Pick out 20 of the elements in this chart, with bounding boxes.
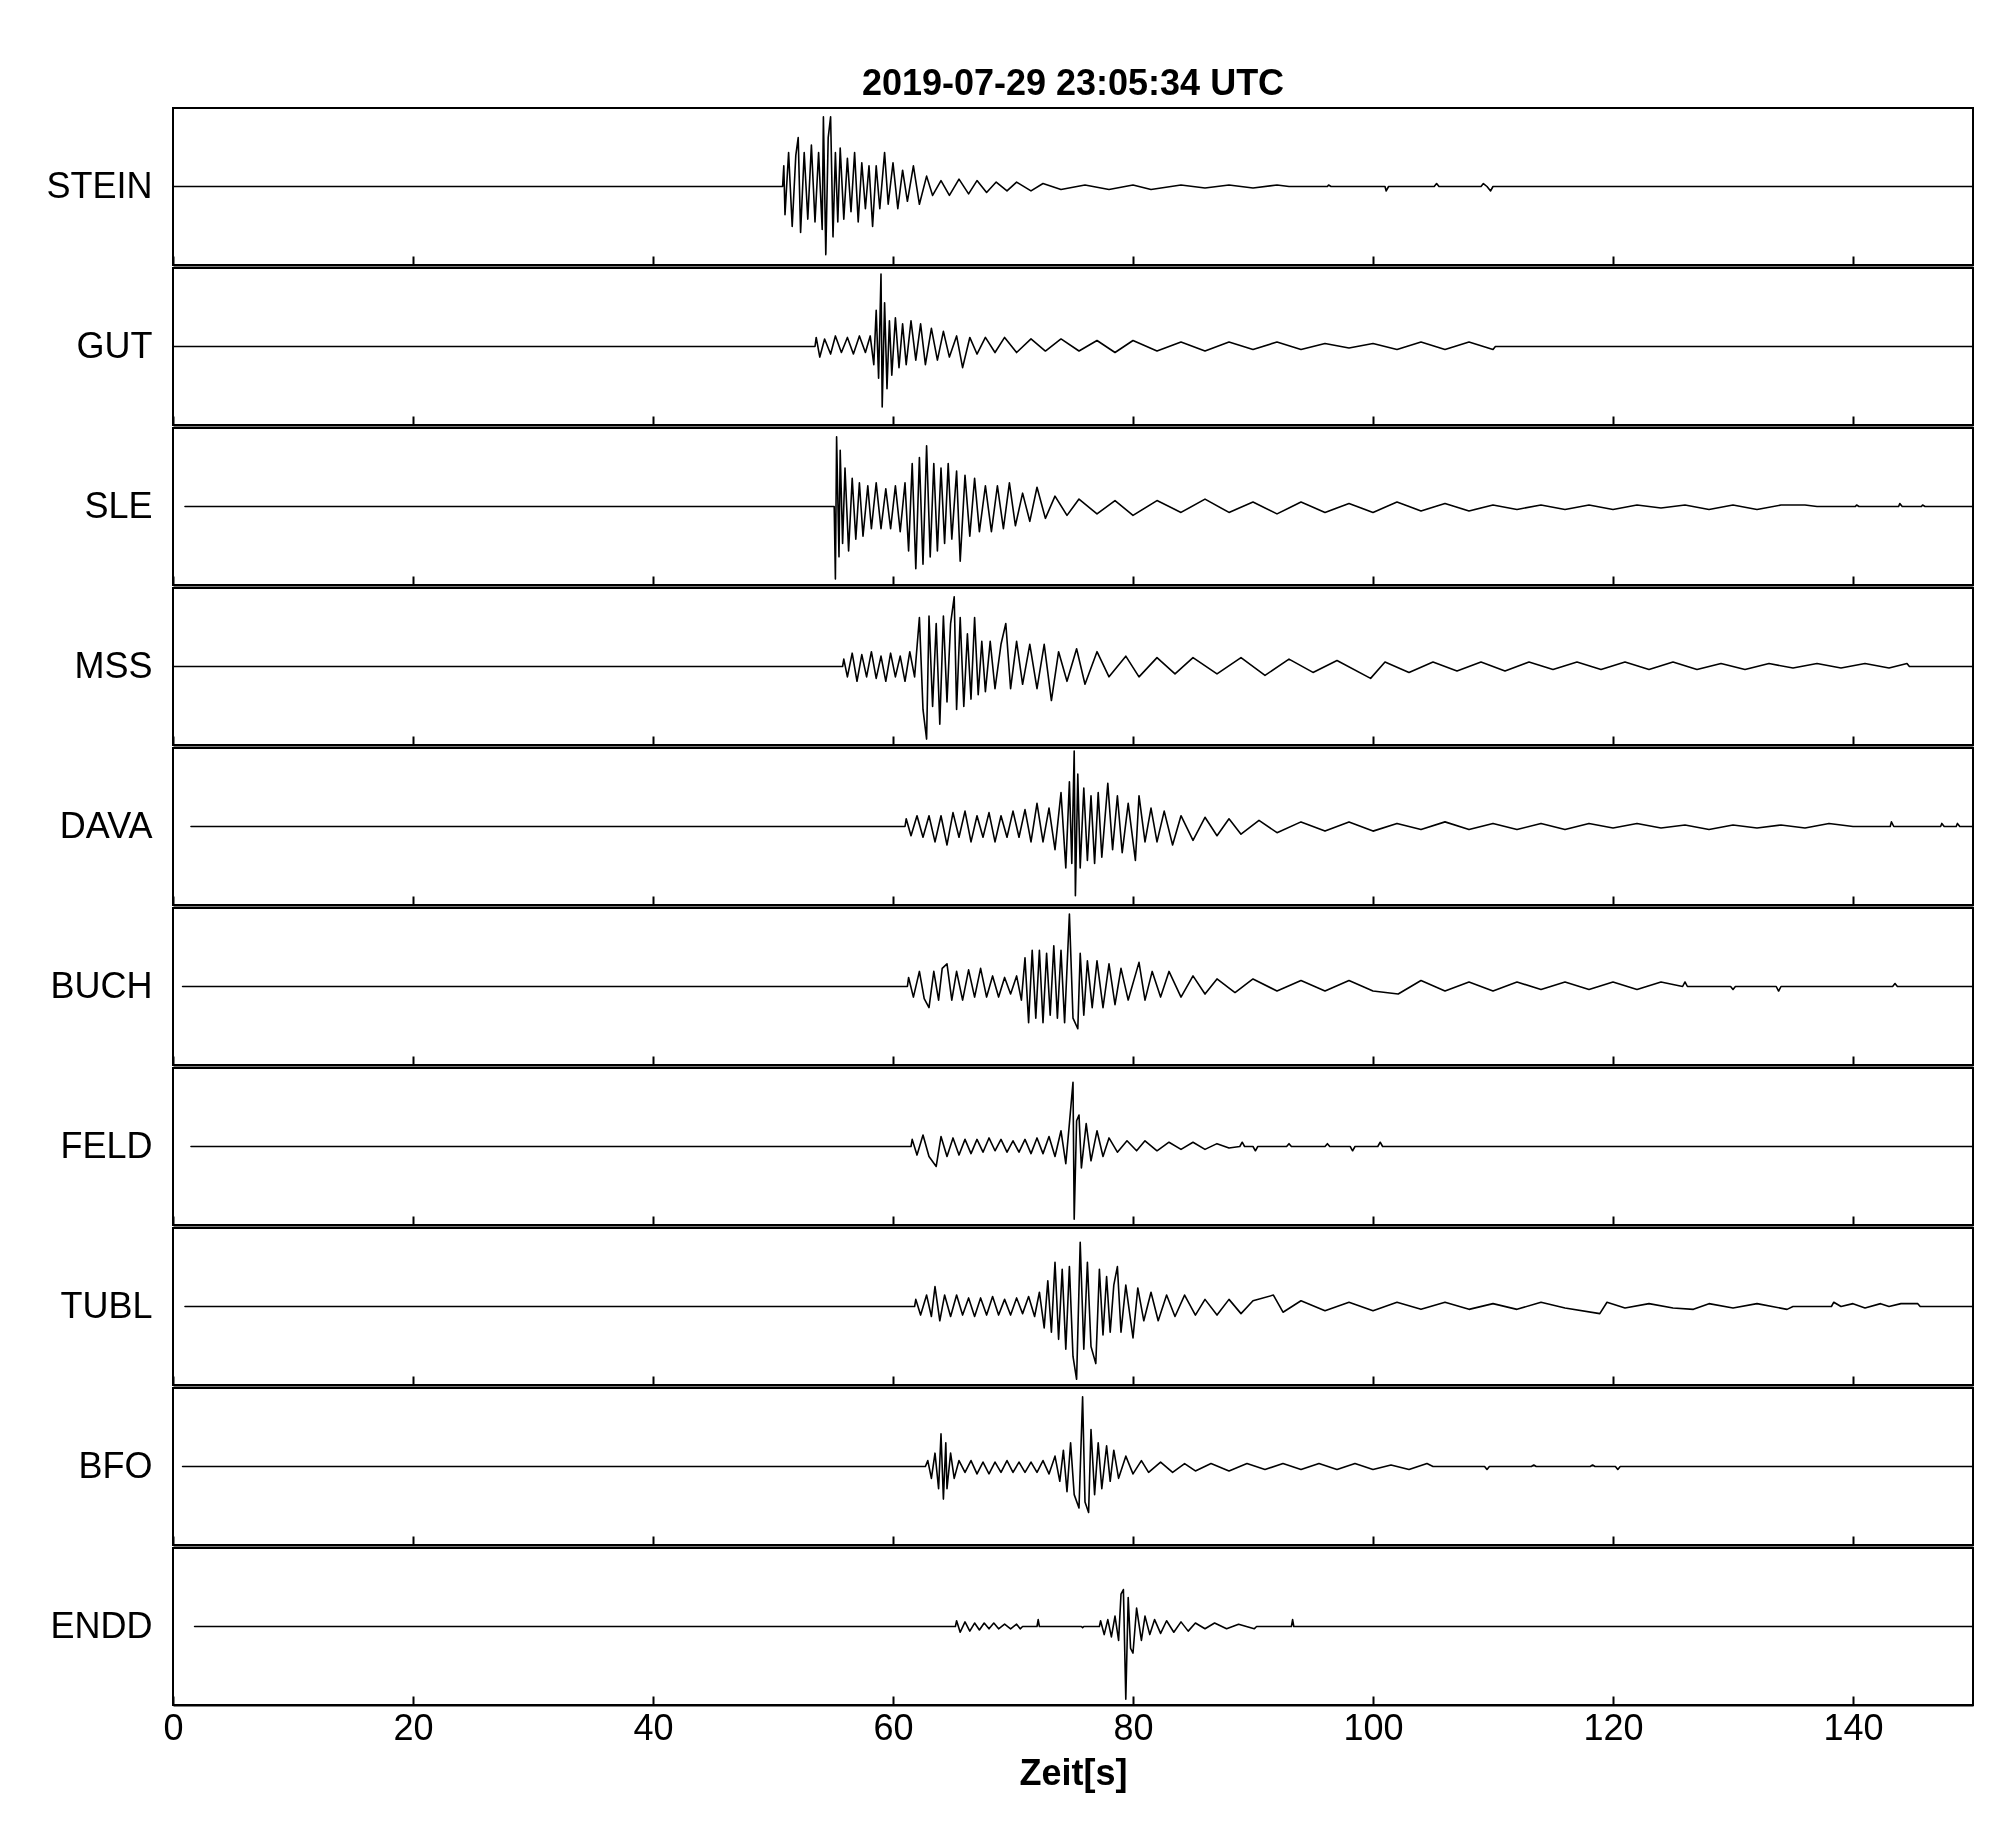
y-axis-title: BFO xyxy=(78,1445,153,1486)
y-axis-title: DAVA xyxy=(59,805,153,846)
x-tick-label: 80 xyxy=(1113,1706,1154,1748)
y-axis-title: ENDD xyxy=(50,1605,153,1646)
x-tick-label: 20 xyxy=(393,1706,434,1748)
y-axis-title: STEIN xyxy=(46,165,153,206)
x-tick-label: 40 xyxy=(633,1706,674,1748)
y-axis-title: TUBL xyxy=(60,1285,153,1326)
y-axis-title: BUCH xyxy=(50,965,153,1006)
x-tick-label: 120 xyxy=(1583,1706,1644,1748)
y-axis-title: SLE xyxy=(84,485,153,526)
y-axis-title: MSS xyxy=(74,645,153,686)
x-tick-label: 0 xyxy=(163,1706,184,1748)
y-axis-title: GUT xyxy=(76,325,153,366)
y-axis-title: FELD xyxy=(60,1125,153,1166)
x-tick-label: 140 xyxy=(1823,1706,1884,1748)
chart-title: 2019-07-29 23:05:34 UTC xyxy=(861,62,1285,103)
x-axis-title: Zeit[s] xyxy=(1019,1751,1128,1793)
x-tick-label: 100 xyxy=(1343,1706,1404,1748)
x-tick-label: 60 xyxy=(873,1706,914,1748)
